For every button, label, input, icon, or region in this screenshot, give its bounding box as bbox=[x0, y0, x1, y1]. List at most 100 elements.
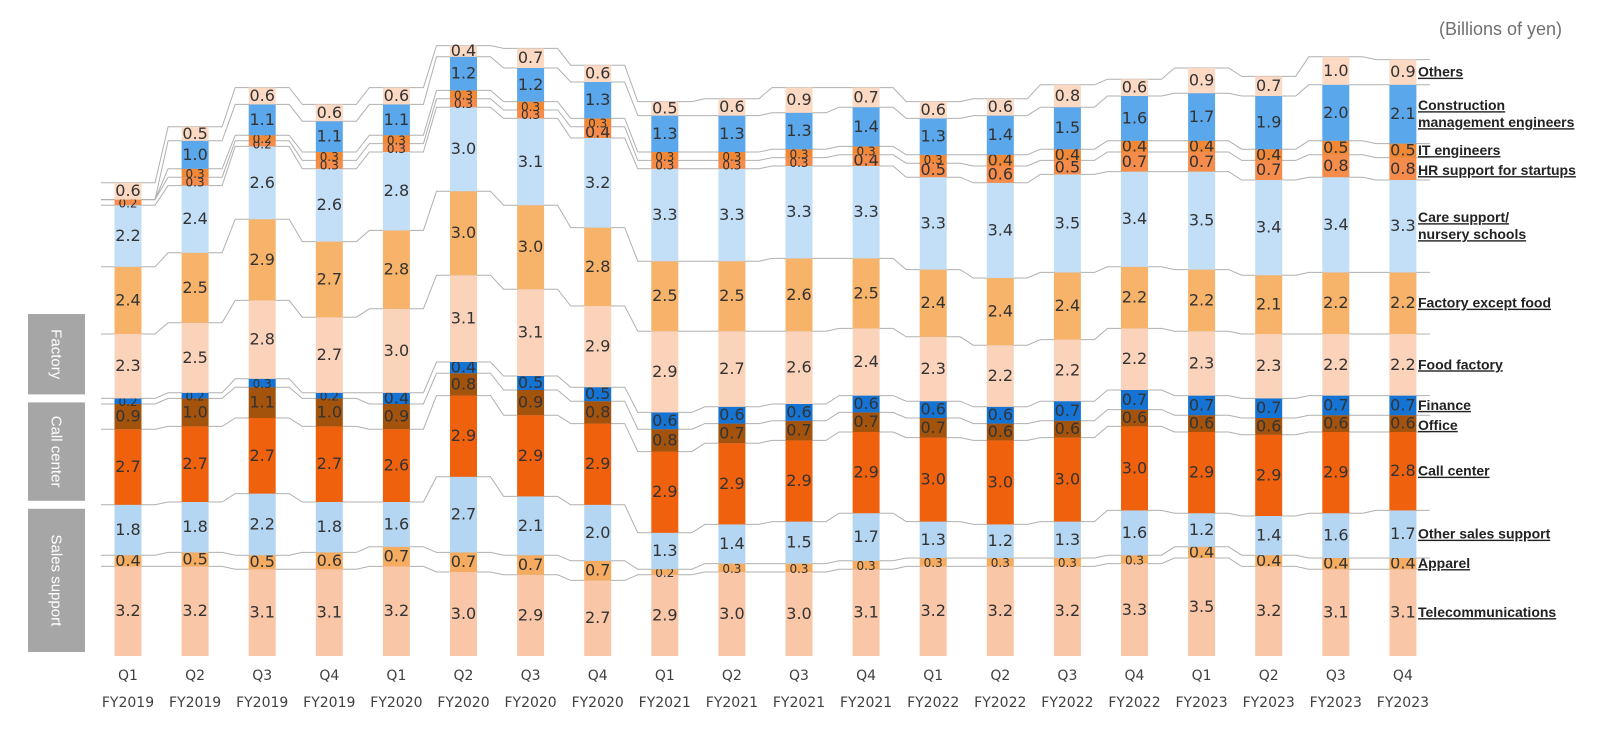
bar-segment-food-factory bbox=[1389, 334, 1417, 396]
bar-segment-hr-support-for-startups bbox=[718, 160, 746, 169]
legend-label-construction-management-engineers: Construction bbox=[1418, 97, 1505, 113]
bar-segment-call-center bbox=[1188, 432, 1216, 514]
value-label: 3.4 bbox=[1323, 215, 1348, 234]
value-label: 0.3 bbox=[722, 159, 741, 173]
bar-segment-call-center bbox=[248, 418, 276, 494]
bar-segment-care-support-nursery-schools bbox=[718, 168, 746, 262]
legend-label-others: Others bbox=[1418, 64, 1463, 80]
value-label: 0.3 bbox=[320, 159, 339, 173]
bar-segment-telecommunications bbox=[1188, 558, 1216, 656]
value-label: 3.3 bbox=[920, 213, 945, 232]
value-label: 2.0 bbox=[585, 523, 610, 542]
value-label: 0.6 bbox=[384, 86, 409, 105]
bar-segment-factory-except-food bbox=[986, 278, 1014, 346]
bar-segment-apparel bbox=[114, 555, 142, 567]
value-label: 2.7 bbox=[317, 345, 342, 364]
bar-segment-factory-except-food bbox=[248, 219, 276, 301]
value-label: 0.6 bbox=[853, 394, 878, 413]
value-label: 1.2 bbox=[988, 531, 1013, 550]
value-label: 1.4 bbox=[719, 534, 744, 553]
value-label: 1.3 bbox=[719, 124, 744, 143]
bar-segment-food-factory bbox=[248, 300, 276, 379]
value-label: 0.7 bbox=[585, 561, 610, 580]
bar-segment-finance bbox=[1322, 395, 1350, 416]
value-label: 2.5 bbox=[182, 348, 207, 367]
bar-segment-call-center bbox=[1389, 432, 1417, 511]
bar-segment-finance bbox=[919, 401, 947, 418]
bar-segment-food-factory bbox=[1121, 328, 1148, 390]
value-label: 3.0 bbox=[786, 604, 811, 623]
bar-segment-construction-management-engineers bbox=[315, 121, 343, 152]
tick-label: FY2022 bbox=[974, 695, 1026, 711]
value-label: 0.9 bbox=[1189, 71, 1214, 90]
bar-segment-construction-management-engineers bbox=[1389, 84, 1417, 144]
bar-segment-it-engineers bbox=[1389, 143, 1417, 158]
tick-label: Q4 bbox=[1393, 668, 1413, 684]
value-label: 3.1 bbox=[518, 152, 543, 171]
bar-segment-office bbox=[1053, 420, 1081, 438]
bar-segment-telecommunications bbox=[517, 574, 545, 656]
bar-segment-finance bbox=[852, 395, 880, 413]
legend-label-construction-management-engineers: management engineers bbox=[1418, 114, 1575, 130]
bar-segment-construction-management-engineers bbox=[919, 118, 947, 155]
bar-segment-telecommunications bbox=[382, 566, 410, 656]
bar-segment-hr-support-for-startups bbox=[1322, 154, 1350, 178]
value-label: 0.6 bbox=[652, 411, 677, 430]
bar-segment-care-support-nursery-schools bbox=[785, 166, 813, 259]
value-label: 0.5 bbox=[585, 384, 610, 403]
bar-segment-it-engineers bbox=[785, 149, 813, 158]
value-label: 0.6 bbox=[1122, 408, 1147, 427]
bar-segment-factory-except-food bbox=[1322, 272, 1350, 334]
bar-segment-factory-except-food bbox=[651, 261, 679, 332]
bar-segment-office bbox=[852, 412, 880, 432]
value-label: 0.2 bbox=[253, 138, 272, 152]
tick-label: Q3 bbox=[521, 668, 541, 684]
bar-segment-other-sales-support bbox=[919, 521, 947, 558]
bar-segment-call-center bbox=[382, 429, 410, 502]
value-label: 0.5 bbox=[182, 124, 207, 143]
value-label: 1.6 bbox=[384, 514, 409, 533]
tick-label: Q2 bbox=[1259, 668, 1279, 684]
value-label: 2.4 bbox=[988, 302, 1013, 321]
bar-segment-it-engineers bbox=[315, 152, 343, 161]
value-label: 0.3 bbox=[387, 142, 406, 156]
value-label: 3.2 bbox=[182, 601, 207, 620]
value-label: 0.6 bbox=[988, 97, 1013, 116]
bar-segment-office bbox=[382, 404, 410, 430]
bar-segment-food-factory bbox=[382, 308, 410, 393]
bar-segment-finance bbox=[382, 392, 410, 404]
value-label: 3.5 bbox=[1055, 213, 1080, 232]
bar-segment-food-factory bbox=[450, 275, 477, 362]
bar-segment-call-center bbox=[114, 429, 142, 505]
value-label: 2.4 bbox=[182, 209, 207, 228]
value-label: 1.7 bbox=[1189, 107, 1214, 126]
bar-segment-others bbox=[114, 182, 142, 200]
value-label: 2.0 bbox=[1323, 103, 1348, 122]
legend-label-care-support-nursery-schools: Care support/ bbox=[1418, 209, 1509, 225]
bar-segment-other-sales-support bbox=[1188, 513, 1216, 547]
value-label: 0.2 bbox=[320, 390, 339, 404]
bar-segment-construction-management-engineers bbox=[651, 115, 679, 152]
bar-segment-factory-except-food bbox=[919, 269, 947, 337]
bar-segment-hr-support-for-startups bbox=[248, 140, 276, 147]
bar-segment-food-factory bbox=[651, 331, 679, 413]
value-label: 0.5 bbox=[652, 99, 677, 118]
value-label: 0.4 bbox=[451, 358, 476, 377]
value-label: 1.9 bbox=[1256, 113, 1281, 132]
group-label-sales-support: Sales support bbox=[48, 535, 65, 628]
value-label: 3.0 bbox=[451, 604, 476, 623]
tick-label: Q1 bbox=[923, 668, 943, 684]
value-label: 2.9 bbox=[652, 482, 677, 501]
value-label: 2.3 bbox=[1256, 356, 1281, 375]
bar-segment-food-factory bbox=[718, 331, 746, 407]
tick-label: Q3 bbox=[789, 668, 809, 684]
bar-segment-hr-support-for-startups bbox=[785, 157, 813, 166]
tick-label: FY2019 bbox=[169, 695, 221, 711]
value-label: 0.4 bbox=[853, 150, 878, 169]
value-label: 0.9 bbox=[384, 407, 409, 426]
value-label: 1.4 bbox=[1256, 526, 1281, 545]
value-label: 1.1 bbox=[249, 393, 274, 412]
bar-segment-care-support-nursery-schools bbox=[651, 168, 679, 262]
group-box-sales-support bbox=[28, 508, 85, 652]
value-label: 0.2 bbox=[253, 132, 272, 146]
